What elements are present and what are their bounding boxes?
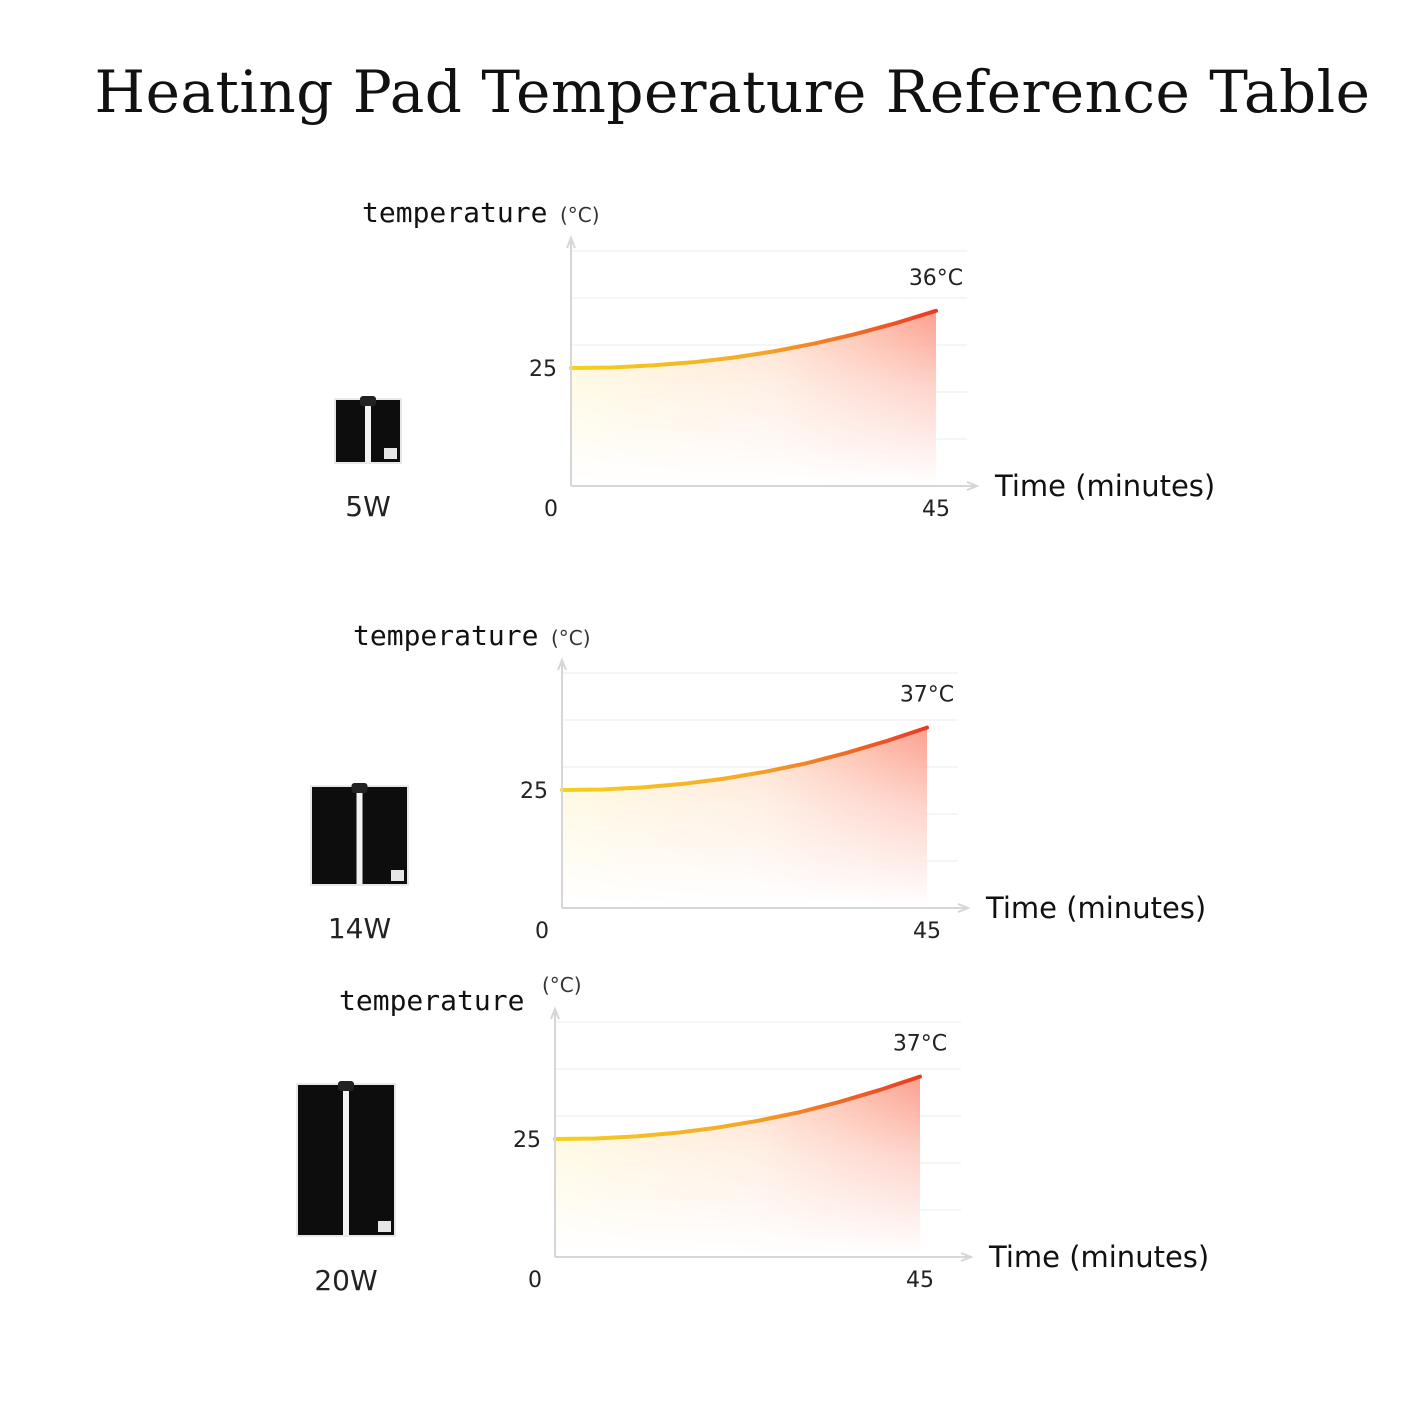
- area-fade: [571, 310, 936, 484]
- page-title: Heating Pad Temperature Reference Table: [94, 58, 1371, 126]
- y-axis-label: temperature: [362, 196, 547, 229]
- heating-pad-image: [334, 396, 402, 464]
- x-axis-arrow: [960, 1252, 974, 1262]
- temperature-curve: [569, 308, 938, 370]
- wattage-label: 20W: [314, 1264, 377, 1297]
- y-axis-unit: (°C): [551, 626, 591, 650]
- y-axis-unit: (°C): [542, 973, 582, 997]
- y-axis-arrow: [557, 657, 567, 671]
- x-tick-label: 0: [535, 919, 549, 944]
- wattage-label: 5W: [345, 490, 391, 523]
- y-axis-arrow: [566, 235, 576, 249]
- y-axis-arrow: [550, 1006, 560, 1020]
- heating-pad-image: [310, 783, 409, 886]
- x-tick-label: 0: [544, 497, 558, 522]
- chart-14W: temperature (°C) 25 0 45 37°C Time (minutes) 14…: [310, 619, 1206, 945]
- x-tick-label: 45: [913, 919, 941, 944]
- y-axis-label: temperature: [353, 619, 538, 652]
- x-axis-arrow: [966, 481, 980, 491]
- wattage-label: 14W: [328, 912, 391, 945]
- x-axis-label: Time (minutes): [988, 1240, 1209, 1274]
- x-axis-label: Time (minutes): [985, 891, 1206, 925]
- x-tick-label: 0: [528, 1268, 542, 1293]
- y-tick-label: 25: [520, 779, 548, 804]
- x-tick-label: 45: [922, 497, 950, 522]
- temperature-curve: [560, 725, 929, 792]
- end-value-label: 37°C: [893, 1032, 947, 1057]
- y-tick-label: 25: [529, 357, 557, 382]
- area-fade: [562, 727, 927, 906]
- temperature-curve: [553, 1074, 922, 1141]
- x-tick-label: 45: [906, 1268, 934, 1293]
- end-value-label: 36°C: [909, 266, 963, 291]
- y-tick-label: 25: [513, 1128, 541, 1153]
- area-fade: [555, 1076, 920, 1255]
- y-axis-unit: (°C): [560, 203, 600, 227]
- y-axis-label: temperature: [339, 984, 524, 1017]
- heating-pad-image: [296, 1081, 396, 1237]
- x-axis-arrow: [957, 903, 971, 913]
- end-value-label: 37°C: [900, 683, 954, 708]
- x-axis-label: Time (minutes): [994, 469, 1215, 503]
- chart-5W: temperature (°C) 25 0 45 36°C Time (minutes) 5W: [334, 196, 1215, 523]
- chart-20W: temperature (°C) 25 0 45 37°C Time (minutes) 20…: [296, 973, 1209, 1297]
